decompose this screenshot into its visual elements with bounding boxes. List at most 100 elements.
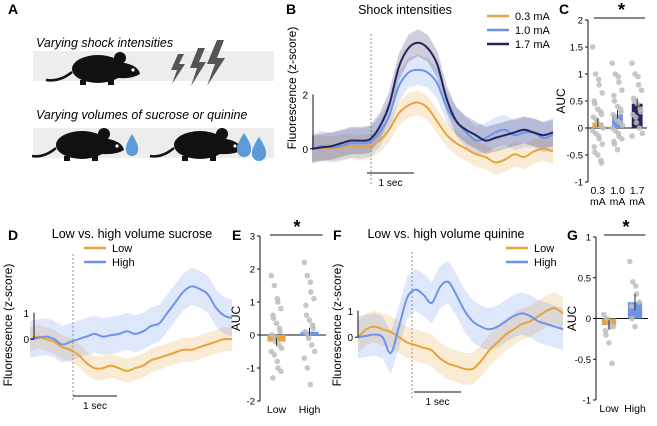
- series-line-0: [357, 307, 564, 371]
- data-point: [304, 272, 311, 279]
- data-point: [609, 360, 615, 367]
- data-point: [598, 160, 605, 166]
- water-drop-icon: [125, 134, 139, 156]
- data-point: [632, 323, 638, 330]
- mouse-icon: [45, 52, 140, 85]
- data-point: [611, 141, 618, 147]
- data-point: [592, 71, 599, 77]
- x-tick-label: 1.7: [630, 185, 645, 197]
- data-point: [268, 272, 275, 279]
- y-tick-label: -1: [575, 178, 583, 189]
- data-point: [270, 375, 276, 381]
- panel-d-letter: D: [8, 227, 18, 243]
- series-line-1: [357, 280, 564, 355]
- data-point: [609, 60, 616, 66]
- data-point: [614, 146, 621, 153]
- legend-label-0: 0.3 mA: [515, 11, 551, 23]
- y-scale-label: 1: [23, 309, 29, 320]
- legend-label-2: 1.7 mA: [515, 39, 551, 51]
- data-point: [278, 345, 285, 352]
- data-point: [616, 79, 622, 85]
- data-point: [303, 302, 309, 309]
- y-tick-label: 0: [347, 333, 353, 344]
- sem-band-0: [30, 324, 232, 383]
- data-point: [611, 98, 618, 104]
- data-point: [619, 87, 625, 93]
- y-tick-label: 0: [586, 314, 591, 325]
- panel-g-letter: G: [567, 227, 578, 243]
- y-axis-label: Fluorescence (z-score): [1, 264, 15, 387]
- data-point: [633, 291, 640, 297]
- data-point: [638, 87, 645, 93]
- data-point: [636, 125, 643, 131]
- lightning-icon: [171, 40, 225, 86]
- legend-label-0: Low: [112, 243, 132, 255]
- data-point: [589, 44, 596, 50]
- data-point: [629, 133, 635, 139]
- panel-a-letter: A: [8, 1, 18, 17]
- data-point: [633, 119, 640, 126]
- data-point: [307, 381, 314, 388]
- y-tick-label: 2: [250, 265, 255, 276]
- panel-e-chart: AUC 3 2 1 0 -1 -2 Low High *: [229, 217, 326, 416]
- data-point: [619, 136, 625, 142]
- panel-a: A Varying shock intensities Varying volu…: [8, 1, 274, 161]
- y-tick-label: -2: [247, 397, 255, 408]
- shock-caption: Varying shock intensities: [36, 36, 173, 50]
- y-tick-label: 0.5: [570, 97, 583, 108]
- data-point: [599, 141, 606, 147]
- mouse-icon: [149, 128, 242, 161]
- data-point: [635, 82, 642, 88]
- y-tick-label: 0: [23, 335, 29, 346]
- series-line-1: [311, 68, 554, 150]
- data-point: [627, 258, 633, 265]
- legend-label-1: 1.0 mA: [515, 25, 551, 37]
- y-axis-label: AUC: [229, 306, 243, 332]
- panel-d-chart: Low vs. high volume sucrose Fluorescence …: [1, 227, 233, 412]
- data-point: [632, 114, 639, 120]
- data-point: [606, 340, 612, 346]
- data-point: [595, 152, 601, 158]
- panel-g-chart: AUC 1 0.5 0 -0.5 -1 Low High *: [565, 217, 648, 415]
- x-scale-label: 1 sec: [379, 178, 403, 189]
- x-tick-label: mA: [610, 196, 626, 208]
- data-point: [639, 130, 646, 137]
- y-tick-label: 1: [250, 298, 255, 309]
- y-axis-label: AUC: [565, 306, 579, 332]
- data-point: [274, 358, 281, 365]
- y-tick-label: 2: [578, 16, 583, 27]
- x-tick-label: High: [299, 404, 321, 416]
- data-point: [308, 342, 315, 348]
- y-tick-label: -0.5: [567, 151, 583, 162]
- significance-star: *: [293, 217, 300, 237]
- data-point: [310, 325, 316, 332]
- significance-star: *: [622, 217, 629, 237]
- mouse-icon: [31, 128, 124, 161]
- data-point: [273, 320, 280, 327]
- y-scale-label: 1: [347, 307, 353, 318]
- legend-label-1: High: [534, 257, 557, 269]
- y-tick-label: 1.5: [570, 43, 583, 54]
- x-tick-label: mA: [590, 196, 606, 208]
- data-point: [629, 60, 635, 66]
- y-scale-label: 2: [302, 90, 308, 101]
- sem-band-1: [358, 260, 563, 375]
- data-point: [598, 111, 605, 118]
- data-point: [311, 348, 318, 355]
- chart-title: Low vs. high volume sucrose: [52, 227, 213, 241]
- sem-band-0: [312, 90, 553, 175]
- data-point: [596, 82, 603, 88]
- panel-f-chart: Low vs. high volume quinine Fluorescence …: [330, 227, 564, 408]
- chart-title: Shock intensities: [358, 3, 452, 17]
- panel-b-letter: B: [286, 1, 296, 17]
- y-tick-label: -1: [583, 396, 591, 407]
- sem-band-2: [312, 29, 553, 163]
- panel-f-letter: F: [333, 227, 342, 243]
- data-point: [591, 144, 598, 150]
- legend-label-0: Low: [534, 243, 554, 255]
- x-scale-label: 1 sec: [83, 401, 107, 412]
- data-point: [278, 368, 284, 375]
